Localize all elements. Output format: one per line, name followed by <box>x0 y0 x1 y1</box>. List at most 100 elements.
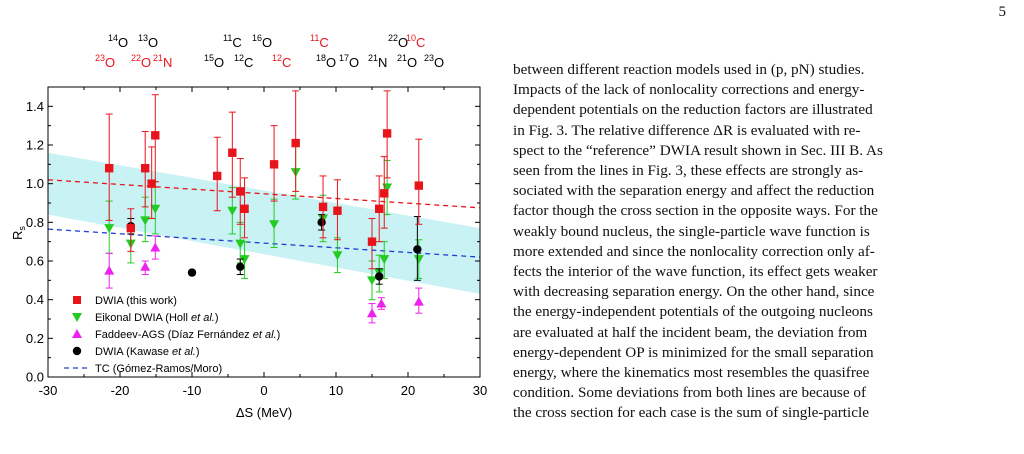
point-square-1 <box>126 208 135 252</box>
point-circle-2 <box>236 258 245 276</box>
y-axis-label: Rs <box>10 226 27 240</box>
ytick-label-2: 0.4 <box>26 292 44 307</box>
xtick-label-4: 10 <box>329 383 343 398</box>
xtick-label-2: -10 <box>183 383 202 398</box>
body-line: dependent potentials on the reduction fa… <box>513 101 873 119</box>
nucleus-bottom-3: 15O <box>204 53 224 70</box>
ytick-label-7: 1.4 <box>26 99 44 114</box>
body-line: the cross section for each case is the s… <box>513 404 869 422</box>
legend-label: Faddeev-AGS (Díaz Fernández et al.) <box>95 329 280 341</box>
nucleus-top-4: 11C <box>310 33 329 50</box>
point-circle-1 <box>187 268 197 277</box>
legend-marker <box>72 329 82 338</box>
point-square-5 <box>213 136 222 212</box>
point-square-11 <box>318 175 328 239</box>
legend-item-3: DWIA (Kawase et al.) <box>72 346 200 358</box>
body-line: fects the interior of the wave function,… <box>513 263 878 281</box>
body-line: with decreasing separation energy. On th… <box>513 283 875 301</box>
nucleus-top-0: 14O <box>108 33 128 50</box>
nucleus-top-3: 16O <box>252 33 272 50</box>
point-triangle-up-5 <box>413 287 424 314</box>
point-square-4 <box>151 94 160 183</box>
body-line: spect to the “reference” DWIA result sho… <box>513 141 883 159</box>
nucleus-bottom-5: 12C <box>272 53 291 70</box>
point-square-3 <box>147 146 156 219</box>
nucleus-bottom-4: 12C <box>234 53 253 70</box>
point-triangle-up-2 <box>150 235 161 260</box>
nucleus-bottom-8: 21N <box>368 53 387 70</box>
trend-lines <box>48 179 480 258</box>
body-line: energy, where the kinematics most resemb… <box>513 364 870 382</box>
legend-label: DWIA (Kawase et al.) <box>95 346 200 358</box>
axes: -30 -20 -10 0 10 20 30 0.0 0.2 0.4 0.6 0.8 1.0 1.2 1.4… <box>10 86 487 420</box>
legend-label: TC (Gómez-Ramos/Moro) <box>95 363 222 375</box>
point-square-2 <box>141 130 150 208</box>
point-square-6 <box>228 111 237 198</box>
body-text: between different reaction models used i… <box>513 60 1002 424</box>
body-line: Impacts of the lack of nonlocality corre… <box>513 81 865 99</box>
xtick-label-3: 0 <box>260 383 267 398</box>
nucleus-top-1: 13O <box>138 33 158 50</box>
dwia-fit-line <box>48 179 480 209</box>
ytick-label-0: 0.0 <box>26 370 44 385</box>
page-number: 5 <box>998 4 1007 20</box>
body-line: sociated with the separation energy and … <box>513 182 875 200</box>
point-square-7 <box>236 158 245 225</box>
point-triangle-up-0 <box>104 252 115 289</box>
ytick-label-5: 1.0 <box>26 176 44 191</box>
nucleus-bottom-1: 22O <box>131 53 151 70</box>
nucleus-bottom-10: 23O <box>424 53 444 70</box>
nucleus-bottom-6: 18O <box>316 53 336 70</box>
nucleus-top-6: 10C <box>406 33 425 50</box>
point-square-17 <box>414 138 423 225</box>
legend-item-4: TC (Gómez-Ramos/Moro) <box>64 363 222 375</box>
point-circle-4 <box>375 268 384 285</box>
xtick-label-6: 30 <box>473 383 487 398</box>
point-square-15 <box>380 156 389 229</box>
point-triangle-up-4 <box>376 297 387 310</box>
xtick-label-5: 20 <box>401 383 415 398</box>
point-circle-5 <box>413 216 422 281</box>
body-line: weakly bound nucleus, the single-particl… <box>513 222 870 240</box>
legend-marker <box>73 296 81 304</box>
point-square-8 <box>240 177 249 239</box>
point-square-9 <box>269 125 279 202</box>
data-points <box>104 90 424 324</box>
body-line: in Fig. 3. The relative difference ΔR is… <box>513 121 861 139</box>
legend-marker <box>72 346 82 356</box>
body-line: seen from the lines in Fig. 3, these eff… <box>513 162 864 180</box>
nucleus-bottom-0: 23O <box>95 53 115 70</box>
point-triangle-up-3 <box>367 303 377 324</box>
nucleus-top-5: 22O <box>388 33 408 50</box>
legend-label: Eikonal DWIA (Holl et al.) <box>95 312 219 324</box>
legend-marker <box>72 313 82 322</box>
nucleus-bottom-7: 17O <box>339 53 359 70</box>
legend: DWIA (this work) Eikonal DWIA (Holl et al… <box>64 295 280 375</box>
legend-item-2: Faddeev-AGS (Díaz Fernández et al.) <box>72 329 280 341</box>
ytick-label-3: 0.6 <box>26 254 44 269</box>
xtick-label-1: -20 <box>111 383 130 398</box>
xtick-label-0: -30 <box>39 383 58 398</box>
body-line: factor though the cross section in the o… <box>513 202 878 220</box>
point-square-14 <box>375 175 384 243</box>
point-triangle-down-7 <box>269 198 280 248</box>
point-triangle-down-6 <box>239 241 250 279</box>
point-triangle-down-10 <box>332 237 343 274</box>
legend-item-0: DWIA (this work) <box>73 295 177 307</box>
x-axis-label: ΔS (MeV) <box>236 405 292 420</box>
point-circle-3 <box>317 214 326 231</box>
legend-item-1: Eikonal DWIA (Holl et al.) <box>72 312 219 324</box>
body-line: between different reaction models used i… <box>513 61 865 78</box>
point-square-13 <box>367 217 377 270</box>
body-line: energy-dependent OP is minimized for the… <box>513 343 874 361</box>
ytick-label-6: 1.2 <box>26 138 44 153</box>
body-line: condition. Some deviations from both lin… <box>513 384 867 402</box>
nucleus-top-2: 11C <box>223 33 242 50</box>
nucleus-bottom-9: 21O <box>397 53 417 70</box>
body-line: more extended and since the nonlocality … <box>513 242 875 260</box>
ytick-label-1: 0.2 <box>26 331 44 346</box>
point-square-10 <box>291 90 300 192</box>
point-triangle-up-1 <box>140 260 151 276</box>
